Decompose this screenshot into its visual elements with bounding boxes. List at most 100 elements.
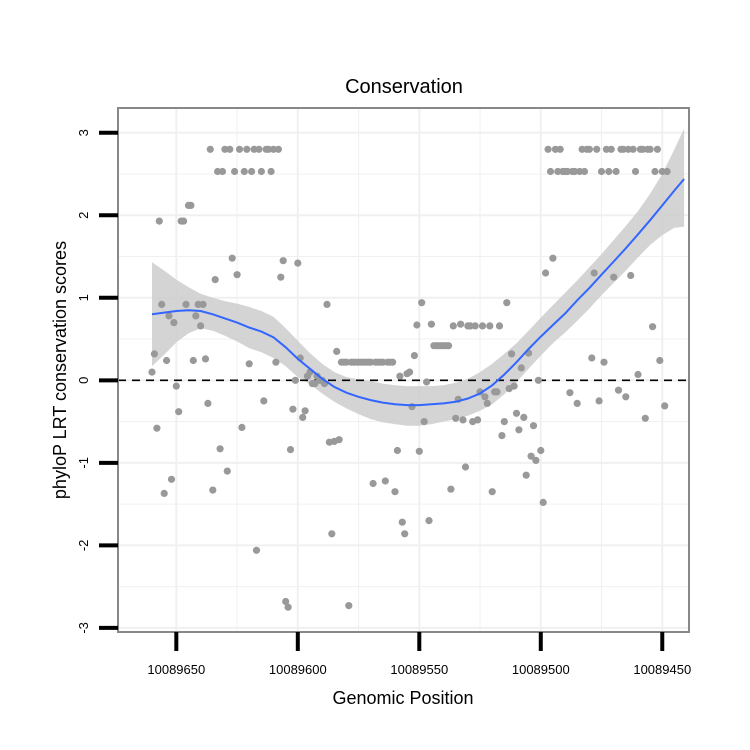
data-point	[277, 273, 285, 281]
data-point	[607, 145, 615, 153]
data-point	[201, 355, 210, 363]
data-point	[512, 409, 521, 417]
data-point	[656, 356, 664, 365]
data-point	[495, 322, 504, 330]
data-point	[542, 269, 550, 277]
data-point	[223, 467, 231, 475]
data-point	[529, 422, 538, 430]
y-tick-label: 1	[76, 294, 91, 301]
data-point	[252, 546, 261, 554]
data-point	[556, 145, 564, 153]
data-point	[622, 393, 630, 401]
data-point	[192, 312, 200, 320]
data-point	[612, 167, 620, 176]
y-tick-label: -2	[76, 540, 91, 552]
data-point	[172, 382, 180, 390]
data-point	[206, 145, 214, 153]
x-tick-label: 10089550	[390, 662, 448, 677]
data-point	[167, 475, 176, 483]
data-point	[189, 356, 197, 365]
data-point	[474, 416, 482, 424]
data-point	[459, 416, 467, 424]
data-point	[406, 368, 414, 376]
data-point	[483, 399, 491, 407]
data-point	[447, 485, 455, 493]
y-axis-ticks: 3 2 1 0 -1 -2 -3	[76, 129, 118, 634]
data-point	[170, 319, 178, 327]
data-point	[163, 356, 171, 365]
data-point	[238, 423, 246, 431]
x-tick-label: 10089500	[512, 662, 570, 677]
x-tick-label: 10089600	[269, 662, 327, 677]
data-point	[294, 259, 302, 267]
data-point	[398, 518, 406, 526]
data-point	[245, 360, 253, 368]
data-point	[532, 456, 540, 464]
data-point	[661, 402, 669, 410]
data-point	[415, 447, 423, 455]
chart-title: Conservation	[345, 76, 463, 98]
data-point	[282, 597, 290, 606]
data-point	[323, 300, 331, 308]
y-tick-label: 3	[76, 129, 91, 136]
data-point	[566, 389, 574, 397]
data-point	[651, 167, 659, 176]
data-point	[457, 320, 465, 328]
data-point	[510, 382, 518, 390]
data-point	[420, 418, 428, 426]
data-point	[653, 145, 662, 153]
data-point	[199, 300, 207, 308]
data-point	[393, 446, 401, 455]
data-point	[291, 376, 299, 384]
data-point	[197, 322, 205, 330]
data-point	[537, 446, 545, 455]
data-point	[600, 358, 608, 366]
data-point	[148, 368, 156, 376]
data-point	[155, 217, 163, 225]
data-point	[597, 167, 606, 176]
data-point	[593, 145, 601, 153]
data-point	[585, 145, 594, 153]
panel-border	[117, 107, 690, 633]
data-point	[503, 299, 511, 307]
data-point	[274, 145, 282, 153]
data-point	[486, 322, 494, 330]
data-point	[182, 300, 190, 308]
data-point	[614, 386, 623, 394]
data-point	[153, 424, 161, 432]
data-point	[335, 436, 343, 444]
data-point	[286, 446, 295, 454]
data-point	[231, 167, 239, 176]
data-point	[634, 370, 642, 379]
data-point	[396, 372, 404, 380]
data-point	[279, 257, 287, 265]
y-tick-label: -1	[76, 457, 91, 469]
y-axis-label: phyloP LRT conservation scores	[50, 241, 70, 499]
data-point	[418, 299, 426, 307]
data-point	[461, 463, 470, 471]
data-point	[500, 418, 508, 426]
data-point	[333, 347, 341, 355]
data-point	[663, 167, 671, 176]
data-point	[517, 364, 525, 372]
data-point	[410, 352, 418, 360]
data-point	[478, 322, 487, 330]
data-point	[165, 312, 173, 320]
data-point	[534, 376, 543, 384]
data-point	[187, 201, 195, 209]
data-point	[481, 393, 489, 401]
data-point	[226, 145, 234, 153]
data-point	[381, 477, 389, 485]
plot-panel	[117, 107, 690, 633]
data-point	[425, 517, 433, 525]
data-point	[449, 322, 457, 330]
data-point	[289, 405, 297, 413]
data-point	[216, 445, 224, 453]
data-point	[248, 167, 256, 176]
smooth-line-layer	[151, 178, 685, 407]
data-point	[204, 399, 212, 407]
smooth-trend-line	[151, 178, 685, 407]
data-point	[631, 167, 640, 176]
data-point	[629, 145, 637, 153]
data-point	[160, 489, 168, 497]
